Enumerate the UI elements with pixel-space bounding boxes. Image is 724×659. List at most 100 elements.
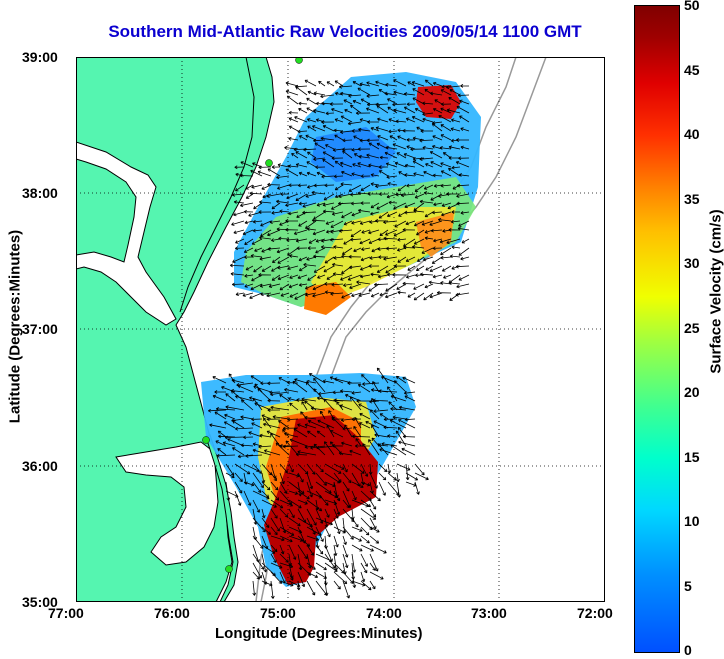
radar-station-marker bbox=[265, 159, 273, 167]
velocity-vector bbox=[375, 126, 389, 132]
velocity-vector bbox=[404, 417, 416, 422]
velocity-vector bbox=[212, 394, 227, 402]
velocity-vector bbox=[291, 153, 299, 159]
velocity-vector bbox=[279, 580, 294, 587]
velocity-vector bbox=[303, 147, 317, 152]
velocity-vector bbox=[351, 490, 357, 501]
velocity-vector bbox=[296, 580, 301, 591]
velocity-vector bbox=[376, 105, 389, 114]
velocity-vector bbox=[446, 108, 461, 114]
velocity-vector bbox=[304, 445, 317, 449]
velocity-vector bbox=[392, 272, 407, 277]
velocity-vector bbox=[341, 441, 353, 447]
velocity-vector bbox=[338, 451, 353, 456]
velocity-vector bbox=[358, 208, 371, 213]
velocity-vector bbox=[423, 170, 434, 177]
velocity-vector bbox=[225, 472, 235, 479]
velocity-vector bbox=[322, 151, 335, 159]
velocity-vector bbox=[360, 256, 371, 262]
velocity-vector bbox=[412, 245, 425, 249]
velocity-vector bbox=[279, 535, 293, 543]
velocity-vector bbox=[357, 384, 371, 393]
velocity-vector bbox=[288, 110, 299, 115]
velocity-vector bbox=[368, 238, 380, 244]
velocity-vector bbox=[321, 174, 335, 179]
velocity-vector bbox=[253, 265, 263, 273]
velocity-vector bbox=[369, 571, 384, 580]
velocity-vector bbox=[384, 292, 398, 299]
velocity-vector bbox=[253, 385, 272, 393]
velocity-vector bbox=[341, 247, 353, 255]
velocity-vector bbox=[343, 99, 353, 105]
velocity-vector bbox=[270, 562, 283, 569]
velocity-vector bbox=[385, 283, 398, 292]
velocity-vector bbox=[352, 163, 362, 168]
velocity-vector bbox=[383, 220, 398, 224]
velocity-vector bbox=[292, 380, 308, 393]
velocity-vector bbox=[261, 508, 266, 519]
velocity-vector bbox=[351, 481, 364, 488]
velocity-vector bbox=[325, 111, 335, 116]
velocity-vector bbox=[361, 247, 371, 251]
velocity-vector bbox=[268, 283, 281, 288]
velocity-vector bbox=[369, 490, 381, 502]
velocity-vector bbox=[315, 463, 324, 473]
velocity-vector bbox=[433, 202, 443, 207]
velocity-vector bbox=[365, 107, 380, 114]
velocity-vector bbox=[301, 397, 317, 402]
velocity-vector bbox=[377, 117, 389, 123]
velocity-vector bbox=[229, 263, 245, 268]
velocity-vector bbox=[388, 401, 398, 411]
velocity-vector bbox=[457, 226, 470, 231]
velocity-vector bbox=[459, 99, 470, 105]
velocity-vector bbox=[395, 119, 407, 124]
velocity-vector bbox=[261, 490, 270, 498]
velocity-vector bbox=[429, 151, 443, 159]
velocity-vector bbox=[351, 417, 362, 422]
colorbar-tick-label: 0 bbox=[684, 642, 692, 658]
outer-banks bbox=[205, 434, 239, 602]
velocity-vector bbox=[369, 562, 376, 571]
velocity-vector bbox=[306, 481, 313, 498]
colorbar-tick-label: 20 bbox=[684, 384, 700, 400]
velocity-vector bbox=[422, 112, 434, 116]
velocity-vector bbox=[414, 193, 425, 199]
velocity-vector bbox=[397, 256, 407, 263]
velocity-vector bbox=[412, 88, 425, 96]
velocity-vector bbox=[369, 544, 387, 554]
velocity-vector bbox=[351, 172, 362, 177]
velocity-vector bbox=[438, 115, 452, 123]
velocity-vector bbox=[324, 553, 336, 569]
velocity-vector bbox=[352, 99, 362, 105]
velocity-vector bbox=[461, 238, 470, 244]
velocity-vector bbox=[297, 274, 308, 280]
velocity-vector bbox=[331, 282, 344, 287]
velocity-vector bbox=[412, 97, 425, 105]
velocity-vector bbox=[351, 211, 362, 217]
velocity-vector bbox=[261, 526, 271, 535]
velocity-vector bbox=[307, 430, 317, 438]
velocity-vector bbox=[243, 490, 252, 506]
velocity-vector bbox=[379, 229, 389, 236]
velocity-vector bbox=[234, 165, 245, 170]
velocity-vector bbox=[407, 81, 416, 87]
velocity-vector bbox=[440, 107, 452, 114]
velocity-vector bbox=[360, 526, 370, 536]
velocity-vector bbox=[278, 377, 290, 384]
velocity-vector bbox=[334, 184, 344, 191]
grid-lines bbox=[76, 57, 605, 602]
velocity-vector bbox=[370, 272, 380, 277]
velocity-vector bbox=[341, 170, 353, 177]
velocity-vector bbox=[232, 420, 245, 429]
velocity-vector bbox=[298, 265, 308, 272]
velocity-vector bbox=[432, 246, 443, 251]
velocity-vector bbox=[254, 402, 272, 411]
velocity-vector bbox=[386, 175, 398, 179]
velocity-vector bbox=[316, 430, 326, 438]
velocity-vector bbox=[458, 220, 470, 227]
velocity-vector bbox=[351, 535, 362, 542]
delmarva-coast bbox=[179, 57, 255, 313]
velocity-vector bbox=[440, 102, 452, 107]
velocity-vector bbox=[347, 274, 362, 281]
velocity-vector bbox=[339, 130, 353, 134]
